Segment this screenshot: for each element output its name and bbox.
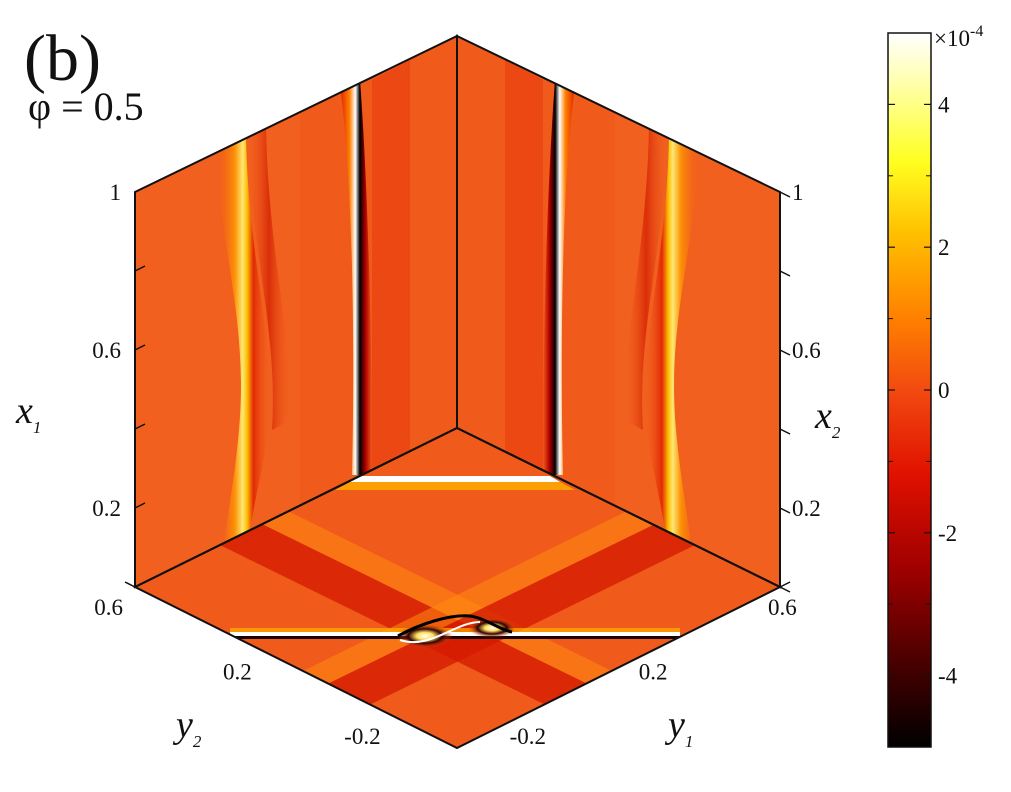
- colorbar-tick-label: 0: [938, 378, 950, 403]
- y2-axis-tick: [253, 645, 265, 653]
- colorbar-tick-label: -4: [938, 664, 958, 689]
- y2-axis-tick: [189, 613, 200, 620]
- y2-axis-label: y2: [172, 704, 202, 751]
- y1-axis-tick: [715, 613, 726, 620]
- y1-axis-tick: [456, 742, 468, 749]
- x2-axis-tick: [779, 428, 791, 435]
- parameter-value: 0.5: [94, 84, 144, 129]
- x2-axis-label: x2: [814, 395, 841, 442]
- colorbar-multiplier: ×10-4: [934, 23, 983, 51]
- y2-axis-tick: [446, 742, 458, 749]
- y2-tick-label: 0.2: [223, 659, 252, 684]
- left-face: [134, 34, 458, 589]
- y2-tick-label: 0.6: [94, 595, 123, 620]
- parameter-label: φ = 0.5: [28, 84, 144, 129]
- parameter-eq: =: [61, 84, 84, 129]
- colorbar-ticks: 4 2 0 -2 -4: [888, 92, 958, 689]
- y2-axis-tick: [124, 581, 136, 588]
- y1-axis-tick: [585, 677, 597, 685]
- y1-axis-label: y1: [664, 704, 693, 751]
- x1-tick-label: 0.2: [92, 496, 121, 521]
- x1-axis-tick: [134, 265, 146, 272]
- x1-axis-tick: [134, 186, 146, 193]
- x1-axis-tick: [134, 344, 146, 351]
- colorbar-tick-label: 4: [938, 92, 950, 117]
- y2-axis-tick: [317, 677, 329, 685]
- right-face: [456, 34, 781, 589]
- y2-tick-label: -0.2: [344, 724, 380, 749]
- x2-axis-tick: [779, 191, 791, 198]
- x2-axis-tick: [779, 507, 791, 514]
- x1-tick-label: 1: [110, 180, 122, 205]
- y1-axis-tick: [779, 581, 791, 588]
- x1-axis-label: x1: [15, 390, 41, 437]
- y2-axis-tick: [382, 710, 393, 717]
- x1-axis-tick: [134, 502, 146, 509]
- x2-tick-label: 0.2: [792, 496, 821, 521]
- colorbar-multiplier-base: ×10: [934, 26, 970, 51]
- y1-tick-label: 0.2: [639, 659, 668, 684]
- x2-tick-label: 0.6: [792, 338, 821, 363]
- interior-edges: [134, 36, 781, 588]
- x2-axis-tick: [779, 349, 791, 356]
- x2-tick-label: 1: [792, 180, 804, 205]
- y1-tick-label: -0.2: [510, 724, 546, 749]
- x2-axis-tick: [779, 270, 791, 277]
- colorbar-tick-label: 2: [938, 235, 950, 260]
- x1-tick-label: 0.6: [92, 338, 121, 363]
- colorbar-multiplier-exp: -4: [970, 23, 983, 40]
- y1-axis-tick: [650, 645, 662, 653]
- y1-tick-label: 0.6: [768, 595, 797, 620]
- panel-label: (b): [24, 22, 101, 95]
- x2-axis-tick: [779, 586, 791, 593]
- parameter-symbol: φ: [28, 84, 51, 129]
- y1-axis-tick: [521, 710, 532, 717]
- colorbar: ×10-4 420-2-4: [887, 23, 983, 748]
- x1-axis-tick: [134, 423, 146, 430]
- colorbar-tick-label: -2: [938, 521, 957, 546]
- axes-group: 1 0.6 0.2 x1 1 0.6 0.2 x2 0.6 0.2 -0.2 y2 0.6 0.2 -0.2…: [15, 180, 841, 751]
- x1-axis-tick: [134, 581, 146, 588]
